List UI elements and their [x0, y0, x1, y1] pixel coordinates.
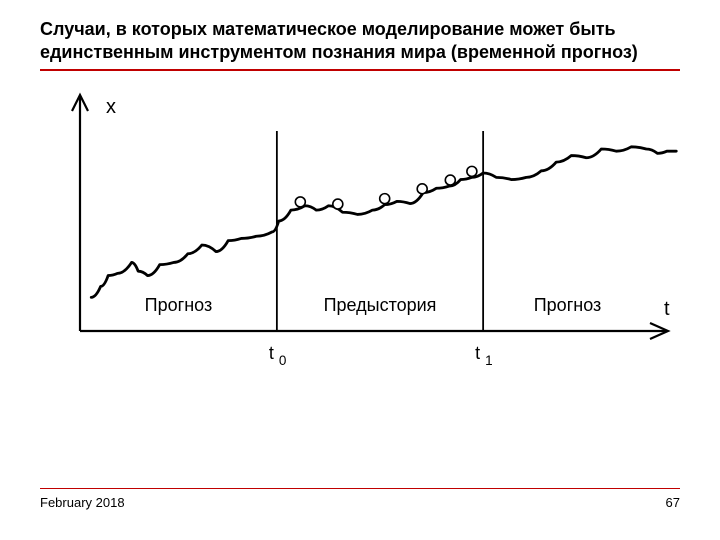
- svg-text:Предыстория: Предыстория: [324, 295, 437, 315]
- svg-text:Прогноз: Прогноз: [145, 295, 213, 315]
- svg-text:x: x: [106, 96, 116, 118]
- svg-text:t: t: [269, 343, 274, 363]
- chart-area: xtt0t1ПрогнозПредысторияПрогноз: [40, 81, 680, 401]
- footer-page-number: 67: [666, 495, 680, 510]
- footer-date: February 2018: [40, 495, 125, 510]
- svg-text:t: t: [664, 298, 670, 320]
- footer-rule: [40, 488, 680, 490]
- time-forecast-chart: xtt0t1ПрогнозПредысторияПрогноз: [40, 81, 680, 401]
- svg-text:1: 1: [485, 353, 493, 368]
- title-rule: [40, 69, 680, 71]
- svg-text:Прогноз: Прогноз: [534, 295, 602, 315]
- slide-title: Случаи, в которых математическое моделир…: [40, 18, 680, 63]
- svg-text:t: t: [475, 343, 480, 363]
- footer: February 2018 67: [40, 488, 680, 511]
- svg-text:0: 0: [279, 353, 287, 368]
